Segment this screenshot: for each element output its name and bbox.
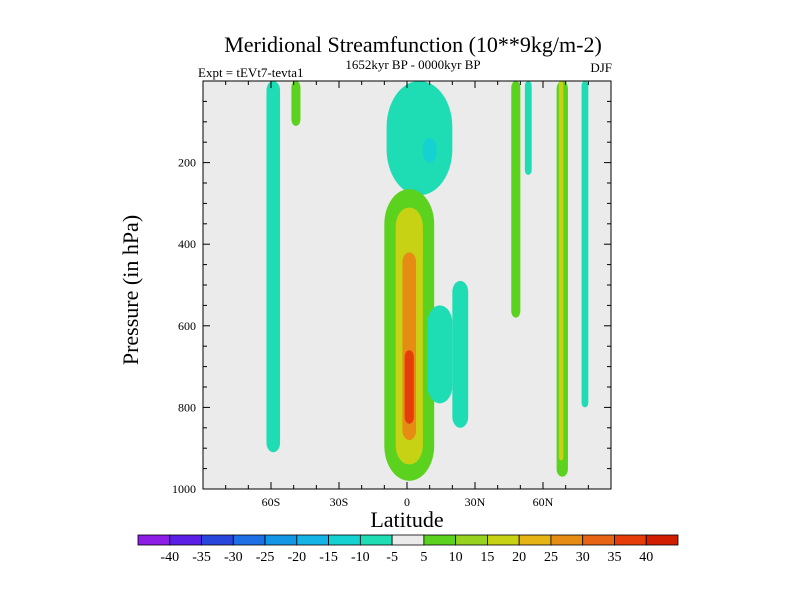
colorbar-label: -30 [224, 550, 243, 565]
contour-region-2 [291, 81, 301, 126]
colorbar-swatch [614, 534, 647, 546]
x-minor-ticks [225, 81, 589, 489]
contour-region-8 [404, 350, 414, 424]
x-tick-label: 30N [465, 495, 486, 509]
x-tick-label: 30S [330, 495, 349, 509]
colorbar-swatch [487, 534, 520, 546]
colorbar: -40 -35 -30 -25 -20 -15 -10 -5 5 10 15 20 25 30 35 40 [137, 534, 679, 565]
y-tick-label: 600 [178, 319, 196, 333]
colorbar-label: 25 [544, 550, 558, 565]
colorbar-swatch [455, 534, 488, 546]
colorbar-swatch [328, 534, 361, 546]
x-tick-label: 0 [404, 495, 410, 509]
colorbar-label: 5 [420, 550, 427, 565]
colorbar-label: 20 [512, 550, 526, 565]
contour-region-11 [511, 81, 521, 318]
colorbar-swatch [518, 534, 552, 546]
colorbar-swatch [201, 534, 234, 546]
colorbar-swatch [423, 534, 457, 546]
chart-title: Meridional Streamfunction (10**9kg/m-2) [224, 32, 602, 57]
y-minor-ticks [203, 100, 611, 470]
colorbar-swatch [296, 534, 329, 546]
colorbar-swatch [137, 534, 171, 546]
contour-region-3 [386, 81, 453, 196]
colorbar-swatch [391, 534, 425, 546]
colorbar-label: -5 [386, 550, 398, 565]
colorbar-label: 10 [449, 550, 463, 565]
colorbar-swatch [169, 534, 202, 546]
contour-region-14 [558, 81, 564, 461]
experiment-label: Expt = tEVt7-tevta1 [198, 65, 304, 80]
y-tick-label: 800 [178, 400, 196, 414]
y-tick-label: 400 [178, 237, 196, 251]
season-label: DJF [590, 60, 612, 75]
colorbar-label: 40 [639, 550, 653, 565]
y-tick-label: 1000 [172, 482, 196, 496]
contour-region-9 [427, 305, 453, 404]
x-axis-label: Latitude [370, 507, 443, 532]
contour-region-12 [524, 81, 532, 175]
y-axis-label: Pressure (in hPa) [118, 215, 143, 365]
colorbar-label: 35 [607, 550, 621, 565]
contour-region-15 [581, 81, 589, 408]
contour-region-4 [422, 138, 437, 163]
x-axis-ticks: 60S 30S 0 30N 60N [262, 81, 554, 509]
colorbar-label: -15 [319, 550, 338, 565]
colorbar-label: -10 [351, 550, 370, 565]
colorbar-swatch [582, 534, 615, 546]
colorbar-swatch [232, 534, 266, 546]
colorbar-label: -35 [192, 550, 211, 565]
y-tick-label: 200 [178, 156, 196, 170]
x-tick-label: 60N [533, 495, 554, 509]
colorbar-swatch [359, 534, 393, 546]
x-tick-label: 60S [262, 495, 281, 509]
contour-fills [266, 81, 589, 481]
colorbar-swatch [264, 534, 298, 546]
contour-region-10 [452, 280, 469, 428]
colorbar-swatch [645, 534, 679, 546]
colorbar-label: -25 [256, 550, 275, 565]
period-label: 1652kyr BP - 0000kyr BP [345, 57, 480, 72]
colorbar-label: -20 [287, 550, 306, 565]
contour-region-1 [266, 81, 281, 453]
colorbar-label: -40 [160, 550, 179, 565]
colorbar-label: 30 [576, 550, 590, 565]
y-axis-ticks: 200 400 600 800 1000 [172, 156, 611, 496]
colorbar-label: 15 [480, 550, 494, 565]
colorbar-swatch [550, 534, 584, 546]
